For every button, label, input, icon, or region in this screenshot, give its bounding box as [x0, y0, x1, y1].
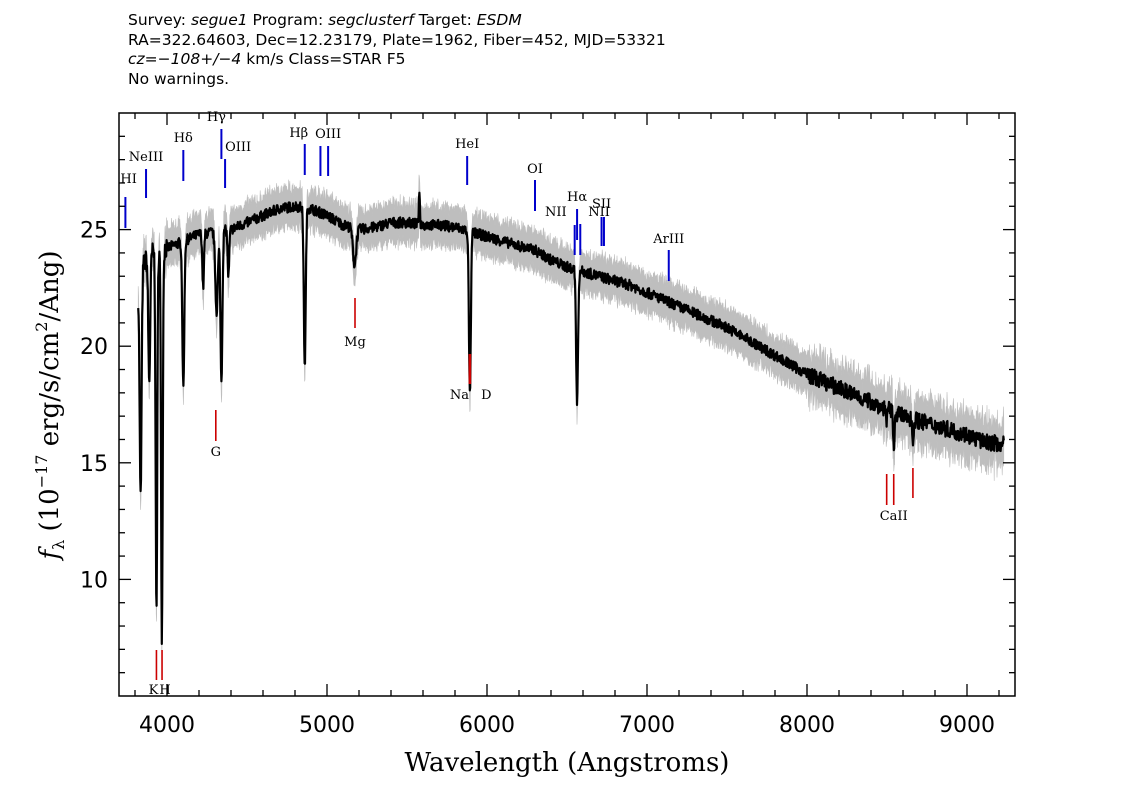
ylabel-pre: (10 [35, 488, 65, 540]
emission-label-ariii: ArIII [652, 232, 684, 247]
x-tick-label: 6000 [459, 713, 515, 738]
x-tick-label: 8000 [779, 713, 835, 738]
flux-line [137, 191, 1005, 646]
y-tick-label: 25 [80, 219, 108, 244]
y-tick-labels: 10 15 20 25 [80, 219, 108, 594]
ylabel-exp: −17 [32, 455, 51, 489]
header-line-warnings: No warnings. [128, 69, 230, 88]
header-line-coordinates: RA=322.64603, Dec=12.23179, Plate=1962, … [128, 30, 666, 49]
error-band-series [137, 174, 1005, 666]
x-tick-label: 9000 [939, 713, 995, 738]
absorption-label-mg: Mg [344, 335, 366, 350]
flux-series [137, 191, 1005, 646]
emission-label-sii: SII [592, 197, 611, 212]
emission-label-oiii: OIII [225, 140, 251, 155]
absorption-label-g: G [211, 445, 221, 460]
axis-ticks [119, 113, 1015, 696]
y-axis-title: fλ (10−17 erg/s/cm2/Ang) [32, 250, 68, 561]
y-tick-label: 15 [80, 452, 108, 477]
y-tick-label: 10 [80, 568, 108, 593]
header-line-redshift: cz=−108+/−4 km/s Class=STAR F5 [128, 50, 666, 70]
header-line-survey-part: Survey: [128, 11, 191, 29]
ylabel-post: /Ang) [35, 250, 65, 321]
header-line-survey-part: Target: [413, 11, 477, 29]
header-line-survey: Survey: segue1 Program: segclusterf Targ… [128, 11, 666, 31]
header-line-survey-part: segue1 [190, 11, 248, 29]
absorption-label-caii: CaII [880, 509, 908, 524]
x-tick-label: 5000 [299, 713, 355, 738]
x-tick-label: 7000 [619, 713, 675, 738]
emission-label-hι: HΙ [120, 172, 136, 187]
header-line-survey-part: segclusterf [328, 11, 414, 29]
ylabel-exp2: 2 [32, 322, 51, 332]
header-line-redshift-part: −108+/−4 [157, 50, 242, 68]
emission-label-oi: OI [527, 162, 543, 177]
x-tick-label: 4000 [139, 713, 195, 738]
x-axis-title: Wavelength (Angstroms) [405, 748, 730, 778]
x-tick-labels: 4000 5000 6000 7000 8000 9000 [139, 713, 995, 738]
absorption-label-d: D [481, 388, 491, 403]
svg-text:fλ (10−17 erg/s/cm2/Ang): fλ (10−17 erg/s/cm2/Ang) [32, 250, 68, 561]
plot-frame [118, 112, 1016, 697]
absorption-label-k: K [149, 683, 159, 698]
y-tick-label: 20 [80, 335, 108, 360]
ylabel-sub: λ [49, 540, 68, 550]
emission-label-nii: NII [588, 205, 610, 220]
header-line-redshift-part: km/s Class=STAR F5 [241, 50, 406, 68]
absorption-label-na: Na [450, 388, 469, 403]
header-line-redshift-part: cz= [128, 50, 158, 68]
emission-label-hδ: Hδ [174, 131, 193, 146]
emission-label-hei: HeI [455, 137, 479, 152]
spectrum-header: Survey: segue1 Program: segclusterf Targ… [128, 11, 666, 89]
ylabel-mid: erg/s/cm [35, 332, 65, 455]
emission-label-hβ: Hβ [289, 126, 308, 141]
emission-label-oiii: OIII [315, 127, 341, 142]
absorption-label-h: H [159, 683, 170, 698]
emission-label-neiii: NeIII [129, 150, 163, 165]
error-band-area [137, 174, 1005, 666]
header-line-survey-part: ESDM [476, 11, 522, 29]
absorption-line-markers: K H G Mg Na D CaII [149, 298, 914, 698]
header-line-survey-part: Program: [247, 11, 329, 29]
emission-label-nii: NII [545, 205, 567, 220]
emission-label-hα: Hα [567, 190, 587, 205]
